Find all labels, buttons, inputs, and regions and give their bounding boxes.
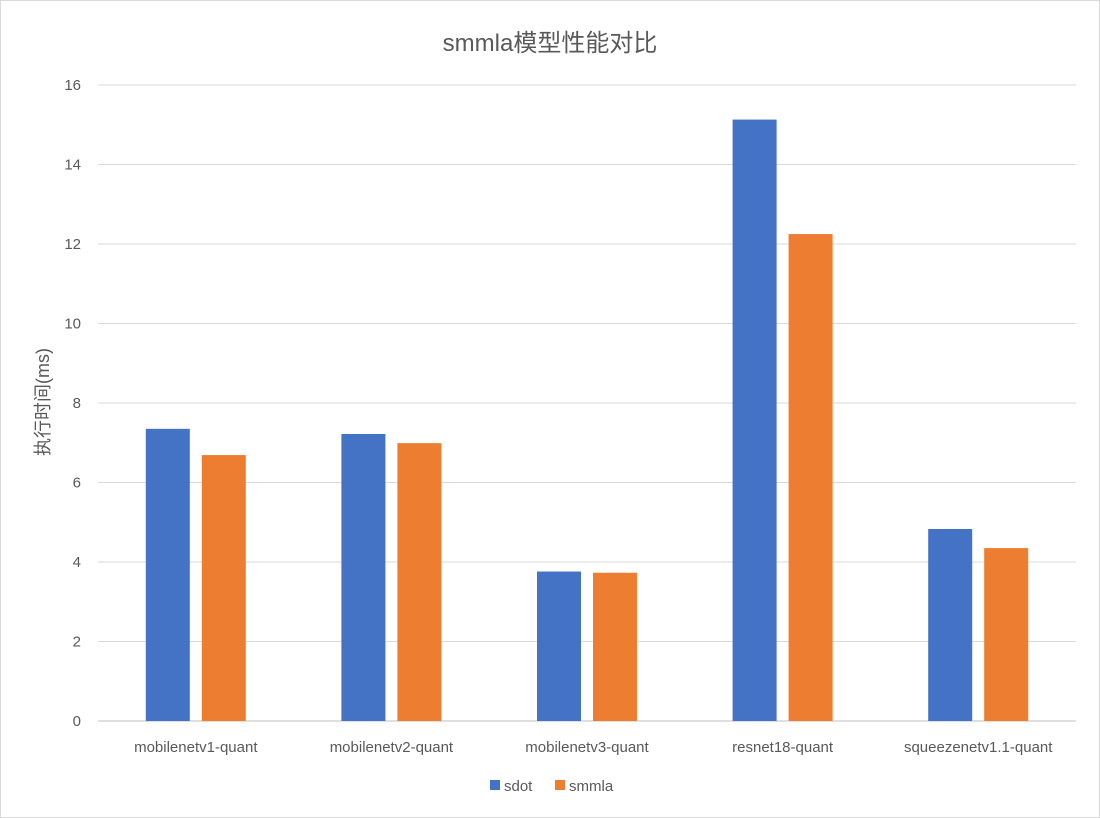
- chart-title: smmla模型性能对比: [443, 30, 658, 57]
- bar-smmla: [201, 455, 246, 721]
- y-tick-label: 8: [73, 395, 81, 412]
- legend-swatch-smmla: [555, 780, 565, 790]
- bar-sdot: [928, 529, 973, 721]
- gridlines: [98, 84, 1076, 722]
- legend-swatch-sdot: [490, 780, 500, 790]
- y-tick-label: 6: [73, 475, 81, 492]
- y-tick-label: 14: [64, 157, 81, 174]
- bar-smmla: [397, 443, 442, 721]
- x-tick-label: squeezenetv1.1-quant: [904, 739, 1053, 756]
- x-tick-label: mobilenetv1-quant: [134, 739, 258, 756]
- x-axis-categories: mobilenetv1-quant mobilenetv2-quant mobile…: [134, 739, 1053, 756]
- bars: [145, 119, 1029, 721]
- bar-smmla: [593, 572, 637, 721]
- y-tick-label: 10: [64, 316, 81, 333]
- bar-sdot: [145, 428, 190, 721]
- bar-smmla: [788, 234, 833, 721]
- legend-label-sdot: sdot: [504, 778, 533, 795]
- x-tick-label: mobilenetv2-quant: [330, 739, 454, 756]
- y-tick-label: 4: [73, 554, 81, 571]
- y-tick-label: 2: [73, 634, 81, 651]
- y-tick-label: 12: [64, 236, 81, 253]
- bar-sdot: [341, 434, 386, 721]
- y-axis-label: 执行时间(ms): [33, 348, 53, 456]
- bar-smmla: [984, 548, 1029, 721]
- legend-label-smmla: smmla: [569, 778, 614, 795]
- x-tick-label: resnet18-quant: [732, 739, 834, 756]
- y-tick-label: 16: [64, 77, 81, 94]
- y-tick-label: 0: [73, 713, 81, 730]
- legend: sdot smmla: [490, 778, 614, 795]
- bar-sdot: [537, 571, 581, 721]
- bar-sdot: [732, 119, 777, 721]
- y-axis-ticks: 0 2 4 6 8 10 12 14 16: [64, 77, 81, 730]
- x-tick-label: mobilenetv3-quant: [525, 739, 649, 756]
